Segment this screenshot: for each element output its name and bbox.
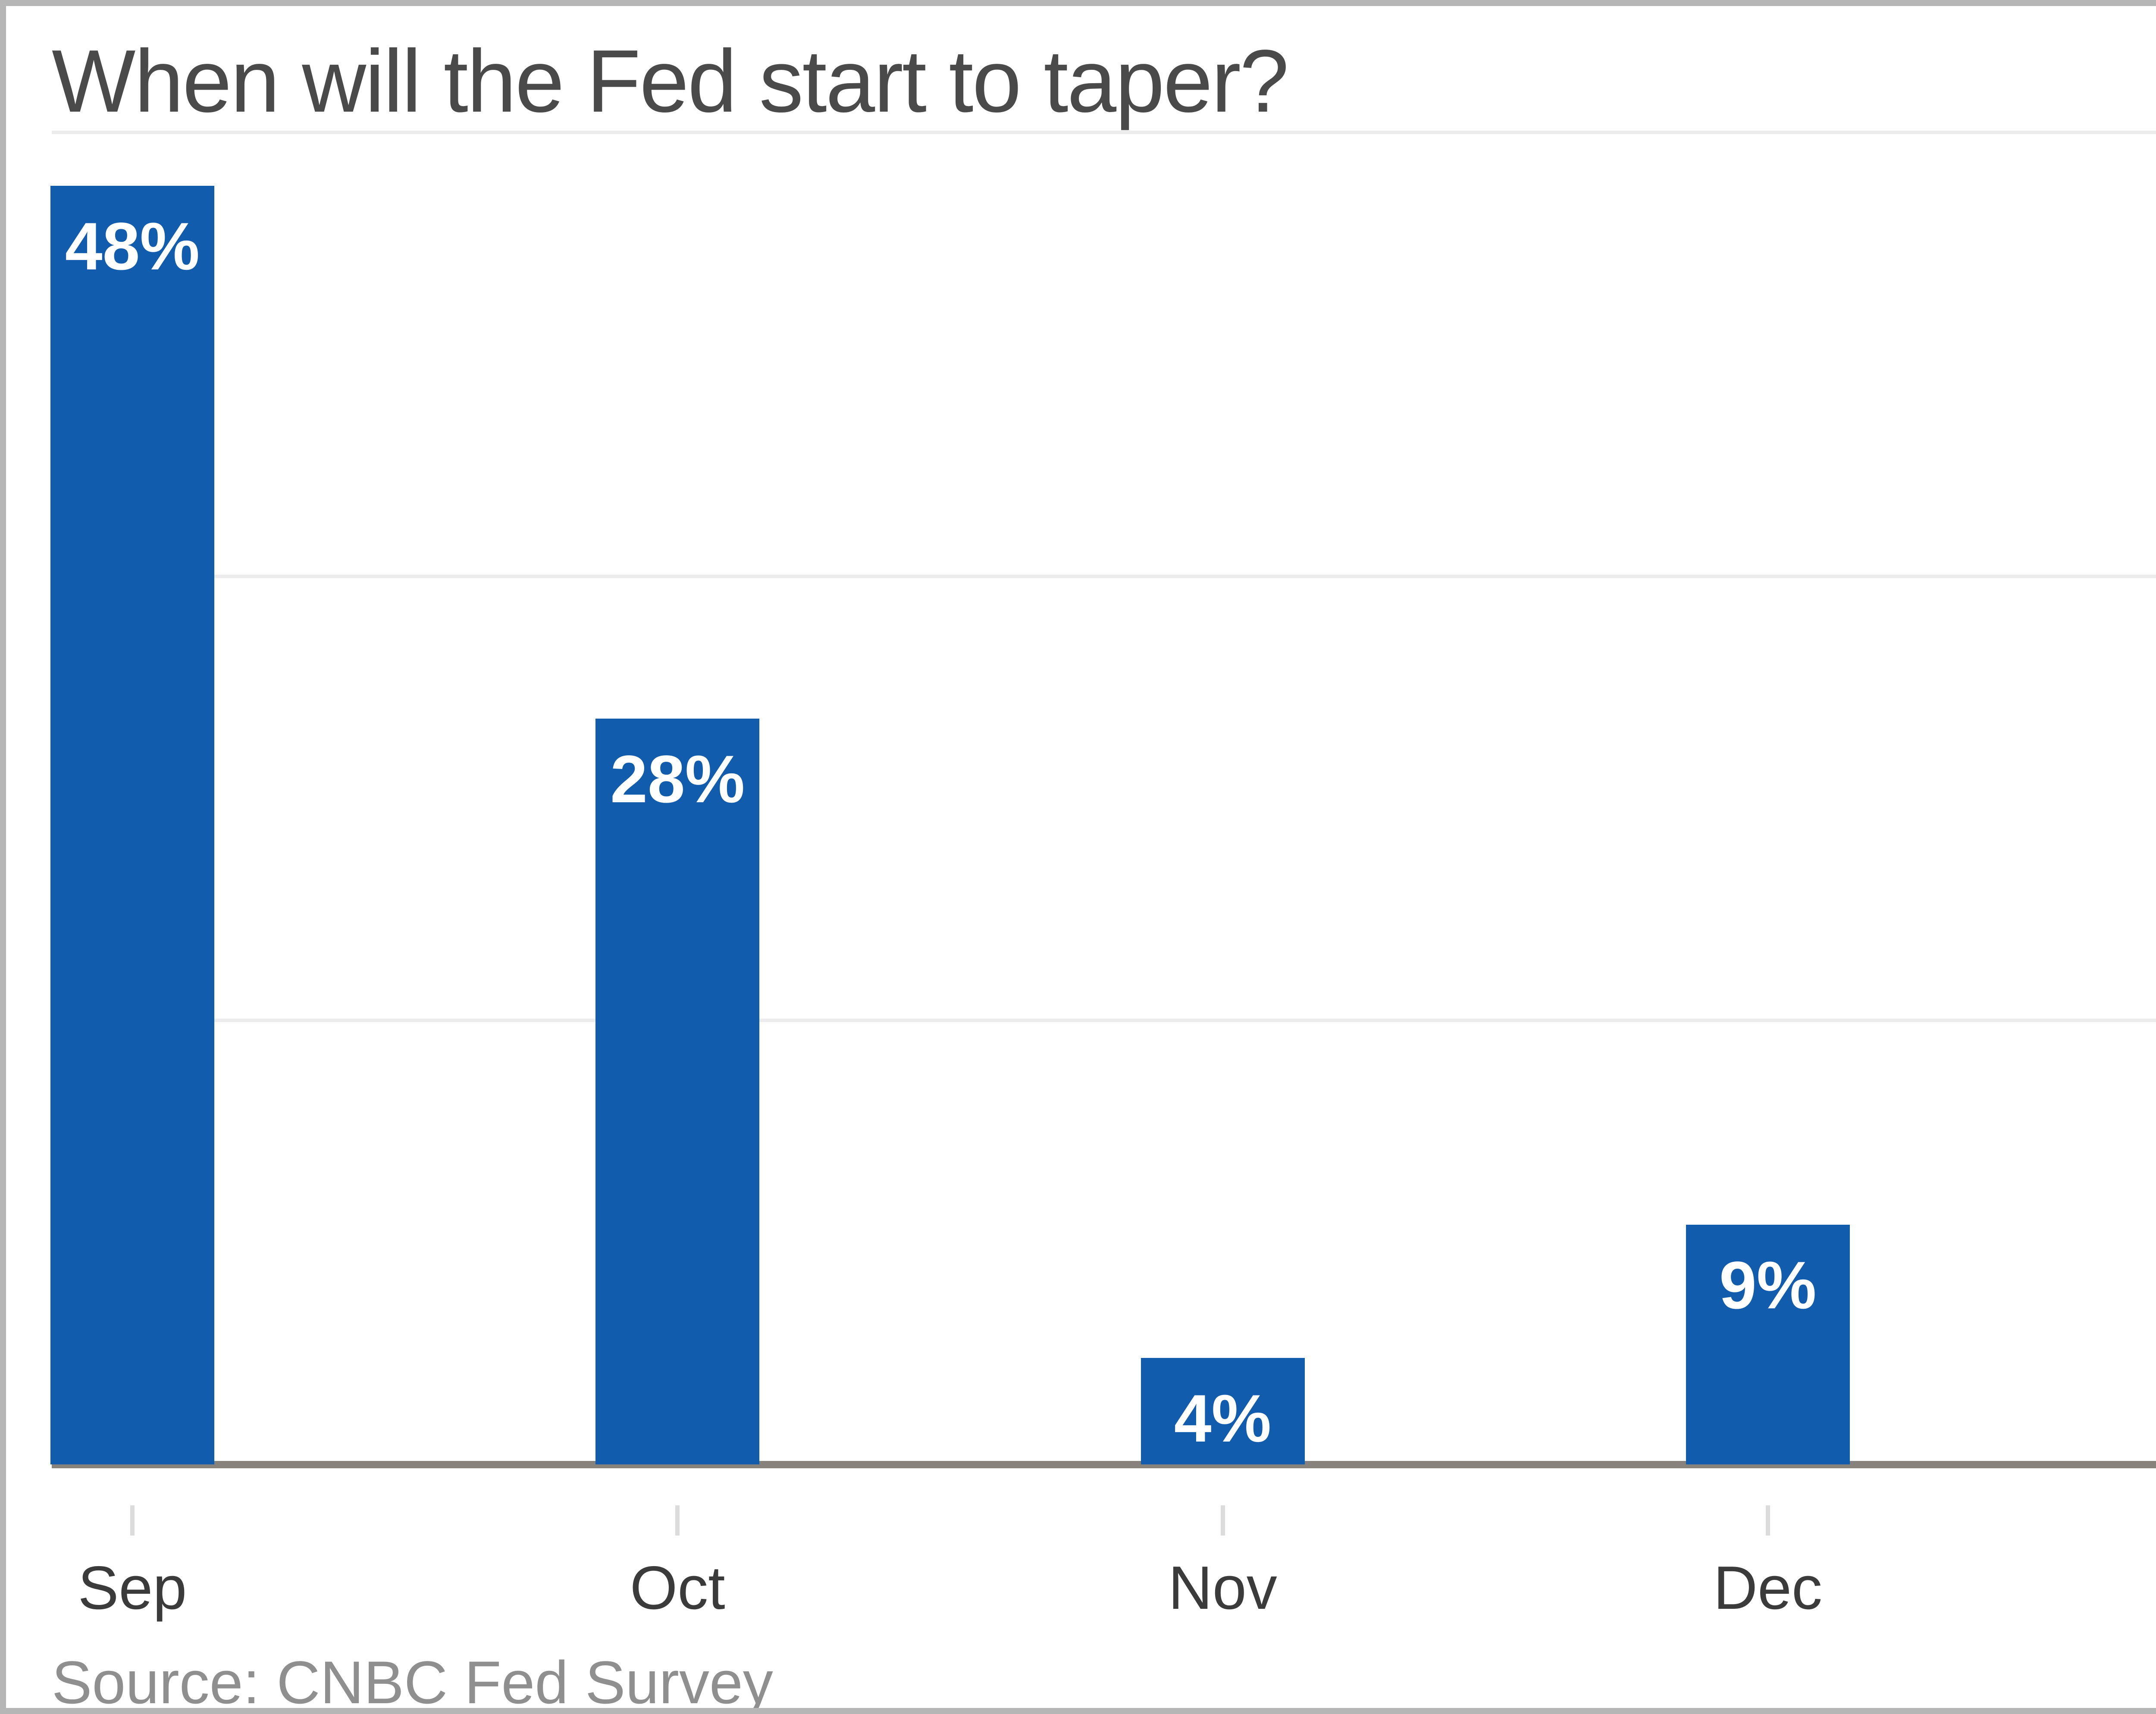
gridline [52, 1018, 2156, 1022]
bar-sep: 48% [50, 185, 214, 1464]
x-axis-label-nov: Nov [1168, 1554, 1277, 1622]
x-axis-line [52, 1461, 2156, 1468]
bar-value-label: 9% [1719, 1248, 1817, 1323]
x-axis-label-oct: Oct [630, 1554, 725, 1622]
bar-value-label: 4% [1174, 1381, 1272, 1456]
x-axis-tick [675, 1505, 680, 1536]
x-axis-tick [130, 1505, 135, 1536]
bar-oct: 28% [595, 718, 760, 1464]
gridline [52, 131, 2156, 134]
x-axis-label-dec: Dec [1713, 1554, 1823, 1622]
chart-title: When will the Fed start to taper? [52, 31, 1289, 131]
bar-dec: 9% [1686, 1224, 1850, 1464]
bar-value-label: 48% [65, 209, 200, 284]
x-axis-tick [1765, 1505, 1770, 1536]
source-text: Source: CNBC Fed Survey [52, 1648, 773, 1714]
gridline [52, 575, 2156, 579]
x-axis-label-sep: Sep [78, 1554, 187, 1622]
x-axis-tick [1220, 1505, 1225, 1536]
bar-nov: 4% [1141, 1357, 1305, 1464]
bar-value-label: 28% [610, 741, 745, 817]
